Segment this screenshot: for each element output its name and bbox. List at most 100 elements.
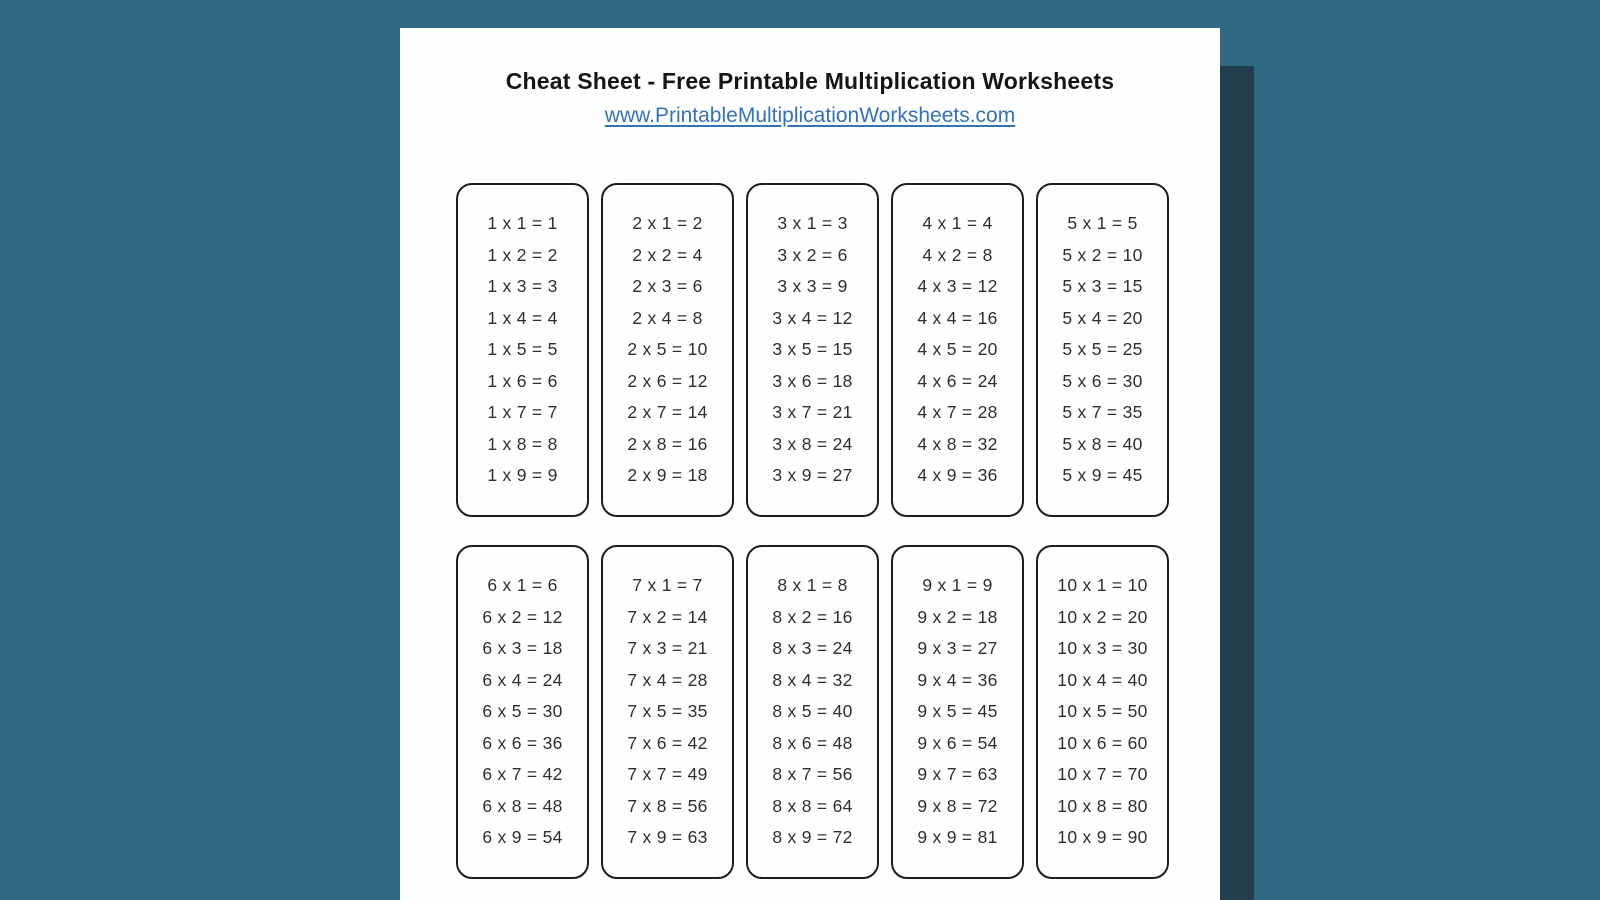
equation-row: 6 x 2 = 12 — [482, 606, 563, 627]
equation-row: 1 x 5 = 5 — [487, 339, 558, 360]
equation-row: 5 x 6 = 30 — [1062, 370, 1143, 391]
equation-row: 3 x 9 = 27 — [772, 465, 853, 486]
equation-row: 10 x 3 = 30 — [1057, 638, 1148, 659]
equation-row: 7 x 7 = 49 — [627, 764, 708, 785]
equation-row: 4 x 4 = 16 — [917, 307, 998, 328]
equation-row: 2 x 8 = 16 — [627, 433, 708, 454]
equation-row: 6 x 1 = 6 — [487, 575, 558, 596]
equation-row: 3 x 4 = 12 — [772, 307, 853, 328]
equation-row: 9 x 4 = 36 — [917, 669, 998, 690]
equation-row: 1 x 1 = 1 — [487, 213, 558, 234]
equation-row: 8 x 9 = 72 — [772, 827, 853, 848]
equation-row: 6 x 7 = 42 — [482, 764, 563, 785]
equation-row: 8 x 7 = 56 — [772, 764, 853, 785]
equation-row: 7 x 6 = 42 — [627, 732, 708, 753]
times-table-card-7: 7 x 1 = 7 7 x 2 = 14 7 x 3 = 21 7 x 4 = … — [601, 545, 734, 879]
equation-row: 3 x 3 = 9 — [777, 276, 848, 297]
equation-row: 4 x 8 = 32 — [917, 433, 998, 454]
equation-row: 6 x 9 = 54 — [482, 827, 563, 848]
equation-row: 9 x 2 = 18 — [917, 606, 998, 627]
times-table-card-5: 5 x 1 = 5 5 x 2 = 10 5 x 3 = 15 5 x 4 = … — [1036, 183, 1169, 517]
times-table-card-3: 3 x 1 = 3 3 x 2 = 6 3 x 3 = 9 3 x 4 = 12… — [746, 183, 879, 517]
equation-row: 1 x 4 = 4 — [487, 307, 558, 328]
equation-row: 8 x 6 = 48 — [772, 732, 853, 753]
times-table-card-6: 6 x 1 = 6 6 x 2 = 12 6 x 3 = 18 6 x 4 = … — [456, 545, 589, 879]
equation-row: 7 x 4 = 28 — [627, 669, 708, 690]
equation-row: 4 x 6 = 24 — [917, 370, 998, 391]
equation-row: 10 x 6 = 60 — [1057, 732, 1148, 753]
equation-row: 9 x 1 = 9 — [922, 575, 993, 596]
equation-row: 2 x 4 = 8 — [632, 307, 703, 328]
equation-row: 2 x 1 = 2 — [632, 213, 703, 234]
equation-row: 7 x 3 = 21 — [627, 638, 708, 659]
website-link[interactable]: www.PrintableMultiplicationWorksheets.co… — [604, 104, 1016, 127]
equation-row: 5 x 4 = 20 — [1062, 307, 1143, 328]
equation-row: 3 x 2 = 6 — [777, 244, 848, 265]
times-table-card-4: 4 x 1 = 4 4 x 2 = 8 4 x 3 = 12 4 x 4 = 1… — [891, 183, 1024, 517]
equation-row: 3 x 7 = 21 — [772, 402, 853, 423]
site-link-row: www.PrintableMultiplicationWorksheets.co… — [400, 103, 1220, 128]
equation-row: 4 x 7 = 28 — [917, 402, 998, 423]
equation-row: 3 x 8 = 24 — [772, 433, 853, 454]
equation-row: 6 x 5 = 30 — [482, 701, 563, 722]
equation-row: 1 x 8 = 8 — [487, 433, 558, 454]
equation-row: 8 x 1 = 8 — [777, 575, 848, 596]
times-table-card-10: 10 x 1 = 10 10 x 2 = 20 10 x 3 = 30 10 x… — [1036, 545, 1169, 879]
equation-row: 6 x 4 = 24 — [482, 669, 563, 690]
equation-row: 7 x 1 = 7 — [632, 575, 703, 596]
equation-row: 4 x 5 = 20 — [917, 339, 998, 360]
equation-row: 10 x 2 = 20 — [1057, 606, 1148, 627]
equation-row: 8 x 4 = 32 — [772, 669, 853, 690]
equation-row: 2 x 9 = 18 — [627, 465, 708, 486]
equation-row: 8 x 5 = 40 — [772, 701, 853, 722]
equation-row: 10 x 7 = 70 — [1057, 764, 1148, 785]
equation-row: 4 x 1 = 4 — [922, 213, 993, 234]
times-table-card-2: 2 x 1 = 2 2 x 2 = 4 2 x 3 = 6 2 x 4 = 8 … — [601, 183, 734, 517]
equation-row: 2 x 3 = 6 — [632, 276, 703, 297]
equation-row: 1 x 3 = 3 — [487, 276, 558, 297]
equation-row: 8 x 2 = 16 — [772, 606, 853, 627]
equation-row: 4 x 3 = 12 — [917, 276, 998, 297]
equation-row: 5 x 5 = 25 — [1062, 339, 1143, 360]
equation-row: 3 x 6 = 18 — [772, 370, 853, 391]
worksheet-page: Cheat Sheet - Free Printable Multiplicat… — [400, 28, 1220, 900]
equation-row: 9 x 8 = 72 — [917, 795, 998, 816]
equation-row: 10 x 1 = 10 — [1057, 575, 1148, 596]
equation-row: 6 x 6 = 36 — [482, 732, 563, 753]
equation-row: 1 x 7 = 7 — [487, 402, 558, 423]
equation-row: 3 x 5 = 15 — [772, 339, 853, 360]
equation-row: 9 x 6 = 54 — [917, 732, 998, 753]
equation-row: 1 x 2 = 2 — [487, 244, 558, 265]
equation-row: 6 x 8 = 48 — [482, 795, 563, 816]
equation-row: 5 x 3 = 15 — [1062, 276, 1143, 297]
equation-row: 7 x 2 = 14 — [627, 606, 708, 627]
equation-row: 1 x 9 = 9 — [487, 465, 558, 486]
equation-row: 7 x 5 = 35 — [627, 701, 708, 722]
equation-row: 8 x 3 = 24 — [772, 638, 853, 659]
equation-row: 7 x 8 = 56 — [627, 795, 708, 816]
equation-row: 6 x 3 = 18 — [482, 638, 563, 659]
equation-row: 4 x 9 = 36 — [917, 465, 998, 486]
equation-row: 4 x 2 = 8 — [922, 244, 993, 265]
equation-row: 3 x 1 = 3 — [777, 213, 848, 234]
equation-row: 10 x 4 = 40 — [1057, 669, 1148, 690]
times-table-card-1: 1 x 1 = 1 1 x 2 = 2 1 x 3 = 3 1 x 4 = 4 … — [456, 183, 589, 517]
equation-row: 9 x 5 = 45 — [917, 701, 998, 722]
equation-row: 8 x 8 = 64 — [772, 795, 853, 816]
equation-row: 2 x 5 = 10 — [627, 339, 708, 360]
equation-row: 2 x 2 = 4 — [632, 244, 703, 265]
times-table-card-8: 8 x 1 = 8 8 x 2 = 16 8 x 3 = 24 8 x 4 = … — [746, 545, 879, 879]
equation-row: 5 x 7 = 35 — [1062, 402, 1143, 423]
equation-row: 9 x 7 = 63 — [917, 764, 998, 785]
equation-row: 10 x 8 = 80 — [1057, 795, 1148, 816]
equation-row: 10 x 5 = 50 — [1057, 701, 1148, 722]
equation-row: 9 x 3 = 27 — [917, 638, 998, 659]
equation-row: 10 x 9 = 90 — [1057, 827, 1148, 848]
equation-row: 5 x 9 = 45 — [1062, 465, 1143, 486]
equation-row: 5 x 8 = 40 — [1062, 433, 1143, 454]
equation-row: 1 x 6 = 6 — [487, 370, 558, 391]
equation-row: 2 x 7 = 14 — [627, 402, 708, 423]
equation-row: 7 x 9 = 63 — [627, 827, 708, 848]
times-table-card-9: 9 x 1 = 9 9 x 2 = 18 9 x 3 = 27 9 x 4 = … — [891, 545, 1024, 879]
equation-row: 5 x 1 = 5 — [1067, 213, 1138, 234]
